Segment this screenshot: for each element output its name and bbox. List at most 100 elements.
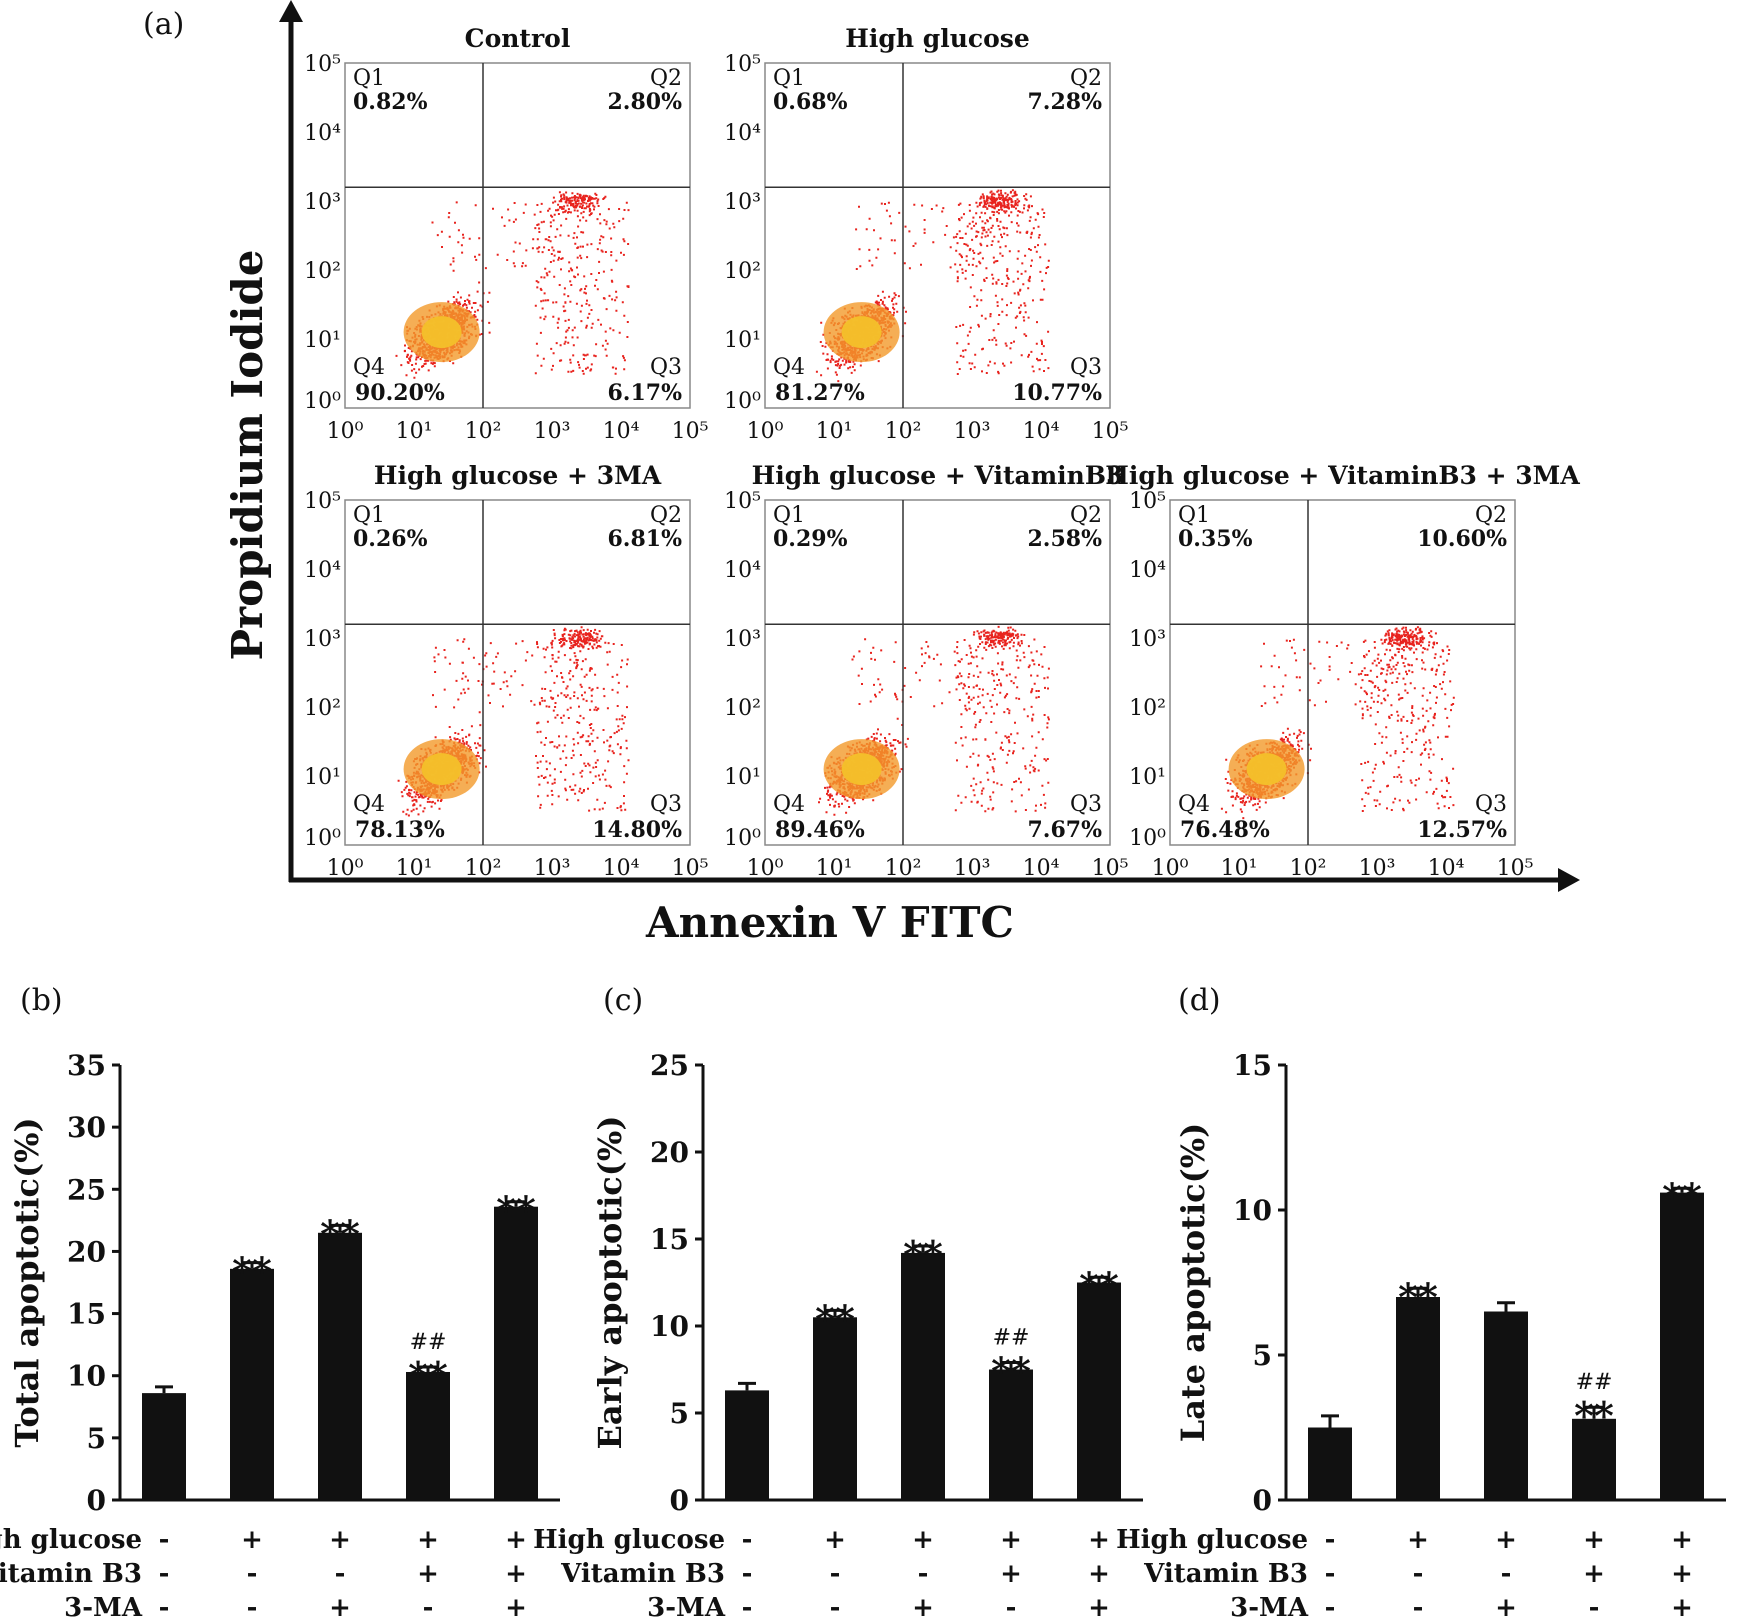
bar <box>406 1371 450 1500</box>
condition-sign: - <box>1325 1525 1336 1555</box>
condition-sign: - <box>159 1525 170 1555</box>
x-tick-label: 10⁴ <box>603 856 640 881</box>
y-axis-label: Late apoptotic(%) <box>1174 1123 1212 1443</box>
x-tick-label: 10⁵ <box>1497 856 1534 881</box>
q4-label: Q4 <box>773 792 805 817</box>
condition-sign: - <box>1589 1593 1600 1619</box>
y-tick-label: 10¹ <box>724 328 761 353</box>
x-tick-label: 10⁵ <box>672 419 709 444</box>
condition-row-label: Vitamin B3 <box>0 1559 142 1589</box>
condition-sign: + <box>505 1525 527 1555</box>
q2-label: Q2 <box>1070 66 1102 91</box>
chart-label: (b) <box>20 983 63 1018</box>
bar-chart-b: (b) 0 5 10 15 20 25 30 35 Total apoptotic(%) - - - **… <box>0 983 560 1619</box>
q4-value: 81.27% <box>775 380 865 406</box>
y-tick-label: 5 <box>1253 1339 1272 1372</box>
q3-label: Q3 <box>1475 792 1507 817</box>
q4-label: Q4 <box>773 355 805 380</box>
condition-sign: + <box>1495 1593 1517 1619</box>
y-tick-label: 15 <box>67 1298 106 1331</box>
bar <box>318 1232 362 1500</box>
x-tick-label: 10² <box>885 856 922 881</box>
bar <box>1484 1311 1528 1500</box>
flow-plot-title: High glucose <box>845 24 1030 53</box>
y-tick-label: 10 <box>650 1310 689 1343</box>
bar <box>1660 1192 1704 1500</box>
y-tick-label: 25 <box>67 1173 106 1206</box>
condition-sign: + <box>1583 1559 1605 1589</box>
x-tick-label: 10³ <box>1359 856 1396 881</box>
condition-sign: - <box>423 1593 434 1619</box>
x-tick-label: 10⁴ <box>1428 856 1465 881</box>
y-tick-label: 20 <box>67 1235 106 1268</box>
condition-sign: + <box>1088 1559 1110 1589</box>
condition-sign: + <box>1671 1525 1693 1555</box>
x-tick-label: 10⁵ <box>672 856 709 881</box>
bar <box>725 1390 769 1500</box>
flow-plot-frame <box>1169 499 1516 846</box>
condition-sign: - <box>1501 1559 1512 1589</box>
significance-stars: ** <box>991 1349 1031 1394</box>
q2-label: Q2 <box>650 503 682 528</box>
condition-sign: + <box>1495 1525 1517 1555</box>
condition-sign: + <box>1407 1525 1429 1555</box>
condition-row-label: High glucose <box>1116 1525 1308 1555</box>
condition-sign: + <box>417 1525 439 1555</box>
condition-row-label: 3-MA <box>647 1593 726 1619</box>
flow-plot-dots <box>395 191 630 379</box>
bar <box>813 1317 857 1500</box>
bar-chart-c: (c) 0 5 10 15 20 25 Early apoptotic(%) - - - ** + - - *… <box>533 983 1143 1619</box>
y-tick-label: 30 <box>67 1111 106 1144</box>
flow-plots: ControlQ10.82%Q22.80%Q36.17%Q490.20%10⁰1… <box>304 24 1580 881</box>
significance-hash: ## <box>993 1326 1030 1351</box>
panel-a-x-arrow <box>1558 868 1580 892</box>
condition-sign: - <box>830 1593 841 1619</box>
q1-label: Q1 <box>353 503 385 528</box>
condition-sign: + <box>912 1593 934 1619</box>
bar <box>901 1252 945 1500</box>
y-tick-label: 10⁰ <box>724 389 761 414</box>
y-tick-label: 10⁴ <box>724 121 761 146</box>
bar <box>1396 1297 1440 1500</box>
condition-sign: + <box>241 1525 263 1555</box>
x-tick-label: 10⁴ <box>1023 419 1060 444</box>
q1-value: 0.82% <box>353 89 428 115</box>
bar-charts: (b) 0 5 10 15 20 25 30 35 Total apoptotic(%) - - - **… <box>0 983 1726 1619</box>
condition-sign: + <box>329 1593 351 1619</box>
x-tick-label: 10² <box>465 419 502 444</box>
y-tick-label: 10⁵ <box>304 52 341 77</box>
significance-stars: ** <box>815 1296 855 1341</box>
chart-label: (c) <box>603 983 643 1018</box>
condition-sign: + <box>417 1559 439 1589</box>
flow-plot-title: High glucose + 3MA <box>374 461 662 490</box>
x-tick-label: 10¹ <box>396 419 433 444</box>
condition-sign: - <box>159 1559 170 1589</box>
condition-sign: + <box>505 1559 527 1589</box>
condition-sign: - <box>918 1559 929 1589</box>
q4-label: Q4 <box>353 792 385 817</box>
q2-label: Q2 <box>1475 503 1507 528</box>
q4-value: 76.48% <box>1180 817 1270 843</box>
condition-sign: + <box>1671 1559 1693 1589</box>
q3-label: Q3 <box>1070 792 1102 817</box>
q3-value: 12.57% <box>1417 817 1507 843</box>
significance-stars: ** <box>1079 1263 1119 1308</box>
y-tick-label: 10⁵ <box>304 489 341 514</box>
flow-plot-5: High glucose + VitaminB3 + 3MAQ10.35%Q21… <box>1105 461 1580 881</box>
flow-plot-frame <box>764 499 1111 846</box>
y-tick-label: 10⁴ <box>304 558 341 583</box>
y-tick-label: 10¹ <box>724 765 761 790</box>
condition-sign: - <box>830 1559 841 1589</box>
x-tick-label: 10¹ <box>1221 856 1258 881</box>
y-tick-label: 10⁵ <box>1129 489 1166 514</box>
x-tick-label: 10⁵ <box>1092 856 1129 881</box>
y-tick-label: 15 <box>650 1223 689 1256</box>
condition-sign: - <box>247 1559 258 1589</box>
condition-sign: - <box>335 1559 346 1589</box>
flow-density-core <box>841 316 882 349</box>
flow-density-core <box>841 753 882 786</box>
bar <box>494 1206 538 1500</box>
